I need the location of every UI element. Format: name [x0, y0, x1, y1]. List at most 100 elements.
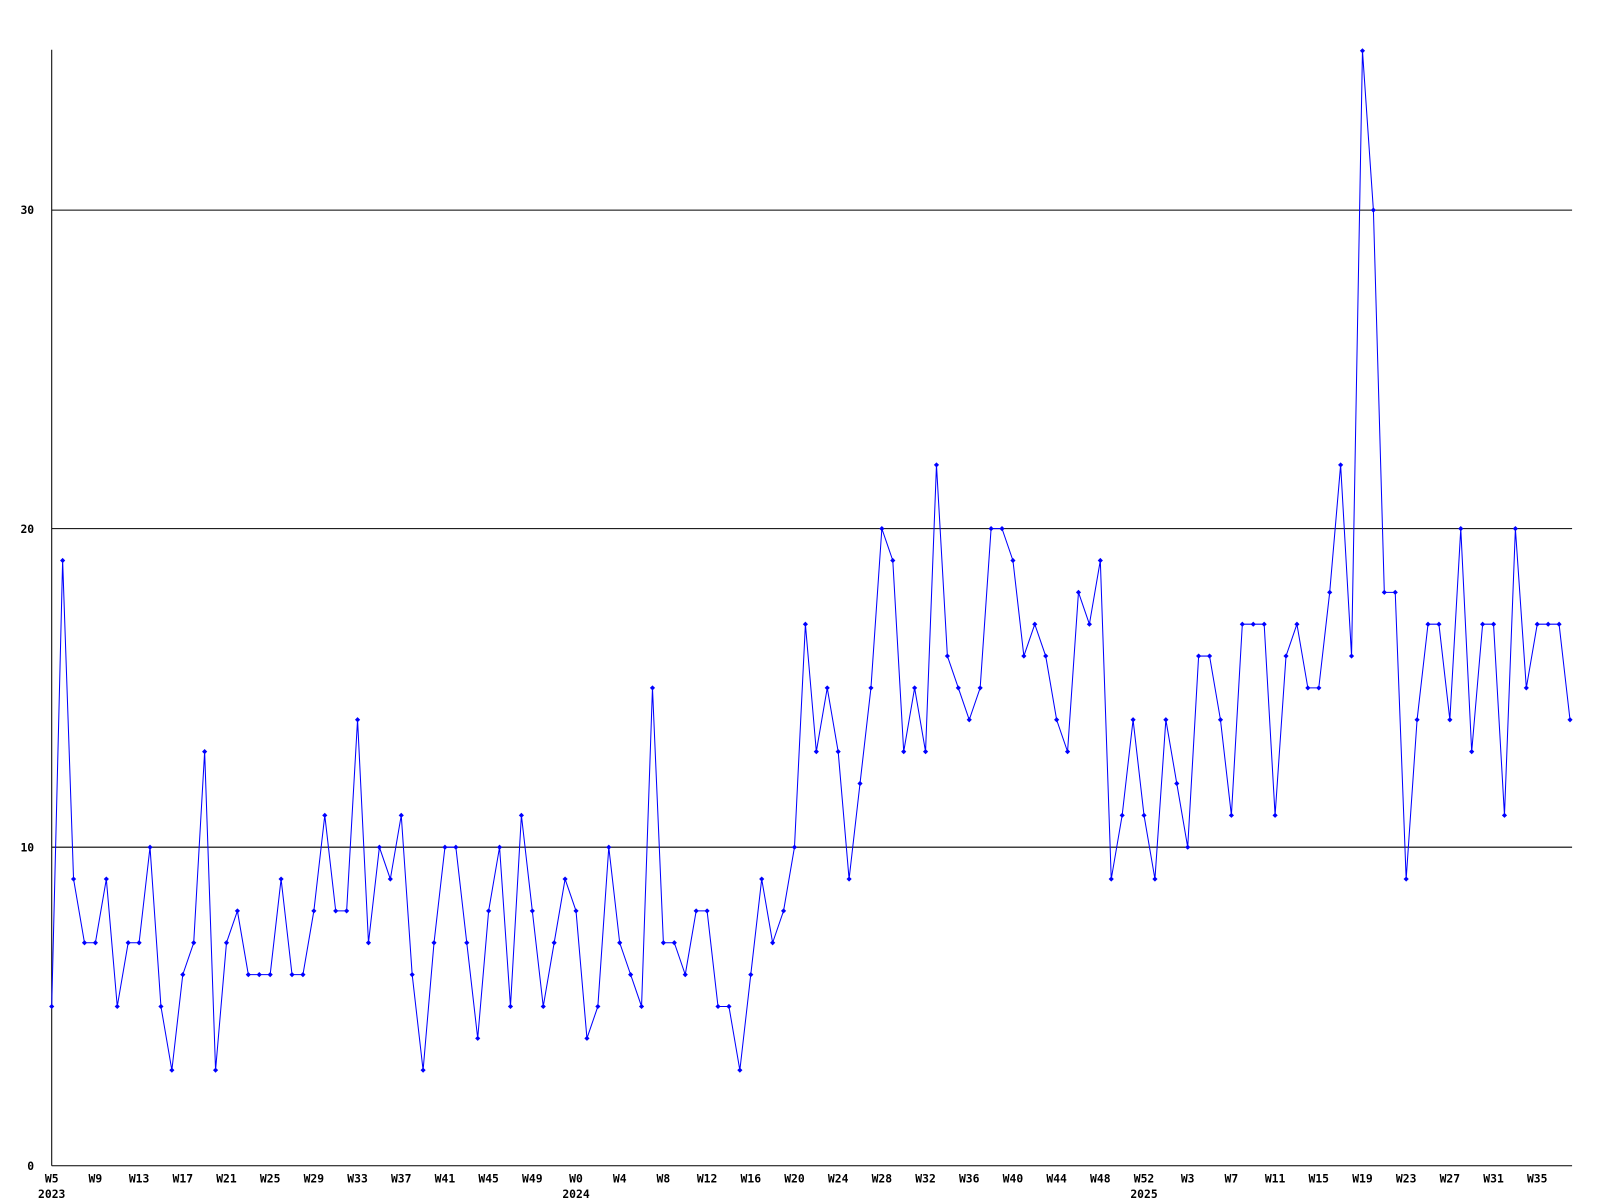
- data-point: [1490, 621, 1497, 627]
- data-point: [1370, 207, 1376, 213]
- x-tick-label: W0: [569, 1171, 583, 1185]
- x-tick-label: W44: [1046, 1171, 1067, 1185]
- x-year-label: 2023: [38, 1187, 66, 1200]
- data-point: [1250, 621, 1256, 627]
- data-point: [759, 876, 765, 882]
- data-point: [1163, 717, 1169, 723]
- data-point: [562, 876, 568, 882]
- data-point: [92, 940, 98, 946]
- data-point: [693, 908, 699, 914]
- data-point: [617, 940, 623, 946]
- x-tick-label: W40: [1003, 1171, 1024, 1185]
- data-point: [223, 940, 230, 946]
- data-point: [726, 1003, 732, 1010]
- y-tick-label: 10: [20, 840, 34, 854]
- data-point: [1228, 812, 1234, 818]
- data-point: [1130, 717, 1136, 723]
- data-point: [1206, 653, 1213, 659]
- y-tick-label: 0: [27, 1159, 34, 1173]
- data-point: [1064, 749, 1071, 755]
- data-point: [868, 685, 874, 691]
- x-tick-label: W25: [260, 1171, 281, 1185]
- data-point: [824, 685, 830, 691]
- data-point: [595, 1003, 601, 1010]
- data-point: [1556, 621, 1562, 627]
- data-point: [212, 1067, 219, 1073]
- data-point: [344, 908, 350, 914]
- x-tick-label: W49: [522, 1171, 543, 1185]
- data-point: [81, 940, 88, 946]
- data-point: [901, 749, 907, 755]
- data-point: [1043, 653, 1049, 659]
- data-point: [1108, 876, 1114, 882]
- data-point: [1403, 876, 1409, 882]
- x-tick-label: W36: [959, 1171, 980, 1185]
- data-point: [857, 780, 863, 787]
- data-point: [486, 908, 492, 914]
- data-point: [1185, 844, 1191, 850]
- data-point: [147, 844, 153, 850]
- x-tick-label: W23: [1396, 1171, 1417, 1185]
- x-year-label: 2024: [562, 1187, 590, 1200]
- x-tick-label: W8: [657, 1171, 671, 1185]
- x-tick-label: W33: [347, 1171, 368, 1185]
- x-year-label: 2025: [1130, 1187, 1158, 1200]
- data-point: [791, 844, 798, 850]
- data-point: [1272, 812, 1278, 818]
- data-point: [103, 876, 109, 882]
- data-point: [1359, 48, 1366, 54]
- data-point: [496, 844, 503, 850]
- data-point: [704, 908, 710, 914]
- data-point: [1567, 717, 1573, 723]
- data-point: [649, 685, 656, 691]
- x-tick-label: W52: [1134, 1171, 1155, 1185]
- x-tick-label: W15: [1309, 1171, 1330, 1185]
- x-tick-label: W9: [89, 1171, 103, 1185]
- series-line: [51, 50, 1571, 1071]
- data-point: [1152, 876, 1158, 882]
- data-point: [529, 908, 535, 914]
- data-point: [1436, 621, 1442, 627]
- data-point: [671, 940, 677, 946]
- data-point: [1501, 812, 1508, 818]
- data-point: [1294, 621, 1300, 627]
- data-point: [1338, 462, 1344, 468]
- data-point: [1480, 621, 1486, 627]
- y-tick-label: 20: [20, 522, 34, 536]
- x-tick-label: W4: [613, 1171, 627, 1185]
- data-point: [1305, 685, 1311, 691]
- data-point: [682, 972, 688, 978]
- data-point: [507, 1003, 514, 1010]
- data-point: [551, 940, 557, 946]
- x-tick-label: W29: [304, 1171, 325, 1185]
- data-point: [464, 940, 470, 946]
- data-point: [322, 812, 328, 818]
- data-point: [267, 972, 273, 978]
- x-tick-label: W35: [1527, 1171, 1548, 1185]
- data-point: [737, 1067, 743, 1073]
- data-point: [60, 557, 66, 564]
- data-point: [780, 908, 787, 914]
- data-point: [278, 876, 284, 882]
- x-tick-label: W28: [872, 1171, 893, 1185]
- data-point: [333, 908, 339, 914]
- data-point: [158, 1003, 164, 1010]
- x-tick-label: W31: [1483, 1171, 1504, 1185]
- data-point: [966, 717, 972, 723]
- data-point: [977, 685, 983, 691]
- data-point: [180, 972, 186, 978]
- data-point: [1097, 557, 1103, 564]
- data-point: [1512, 526, 1518, 532]
- data-point: [518, 812, 524, 818]
- data-point: [715, 1003, 721, 1010]
- data-point: [1239, 621, 1245, 627]
- data-point: [1141, 812, 1147, 818]
- data-point: [1392, 589, 1398, 595]
- data-point: [1075, 589, 1082, 595]
- data-point: [1261, 621, 1267, 627]
- data-point: [1174, 780, 1180, 787]
- data-point: [584, 1035, 590, 1041]
- data-point: [955, 685, 961, 691]
- data-point: [1327, 589, 1333, 595]
- data-point: [431, 940, 437, 946]
